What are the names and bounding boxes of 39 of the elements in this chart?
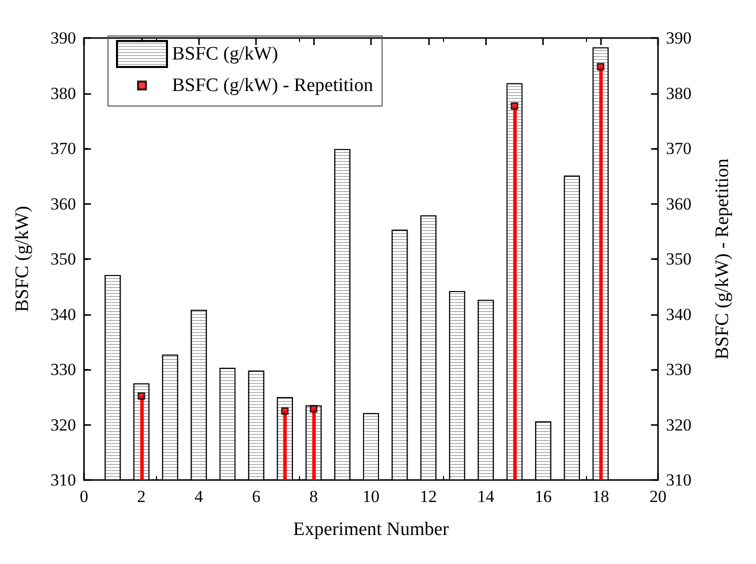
- y-tick-label: 330: [50, 360, 76, 379]
- y2-axis-title: BSFC (g/kW) - Repetition: [712, 158, 733, 360]
- x-tick-label: 14: [477, 487, 495, 506]
- y2-tick-label: 310: [666, 470, 692, 490]
- y-tick-label: 390: [50, 28, 76, 48]
- y2-tick-label: 390: [666, 28, 692, 48]
- legend-label: BSFC (g/kW) - Repetition: [172, 75, 374, 96]
- y2-tick-label: 330: [666, 360, 692, 379]
- legend-label: BSFC (g/kW): [172, 44, 278, 64]
- y2-tick-label: 360: [666, 194, 692, 214]
- y-tick-label: 340: [50, 304, 76, 324]
- x-tick-label: 12: [420, 487, 437, 506]
- y2-tick-label: 320: [666, 415, 692, 434]
- y-tick-label: 360: [50, 194, 76, 214]
- x-tick-label: 18: [592, 487, 610, 506]
- point: [510, 102, 518, 110]
- x-tick-label: 4: [194, 487, 204, 506]
- y-tick-label: 310: [50, 470, 76, 490]
- point: [138, 392, 146, 400]
- x-tick-label: 16: [534, 487, 552, 506]
- x-tick-label: 20: [650, 487, 666, 506]
- y-tick-label: 350: [50, 250, 76, 268]
- y-tick-label: 320: [50, 415, 76, 434]
- point: [281, 407, 289, 415]
- x-tick-label: 8: [309, 487, 318, 506]
- point: [596, 62, 604, 70]
- y-tick-label: 370: [50, 139, 76, 158]
- x-tick-label: 6: [252, 487, 260, 506]
- x-axis-title: Experiment Number: [293, 519, 450, 540]
- y-axis-title: BSFC (g/kW): [12, 206, 33, 312]
- y2-tick-label: 370: [666, 139, 692, 158]
- y2-tick-label: 340: [666, 304, 692, 324]
- y2-tick-label: 350: [666, 250, 692, 268]
- x-tick-label: 2: [137, 487, 146, 506]
- y2-tick-label: 380: [666, 84, 692, 103]
- point: [310, 404, 318, 412]
- x-tick-label: 0: [80, 487, 88, 506]
- x-tick-label: 10: [362, 487, 380, 506]
- y-tick-label: 380: [50, 84, 76, 103]
